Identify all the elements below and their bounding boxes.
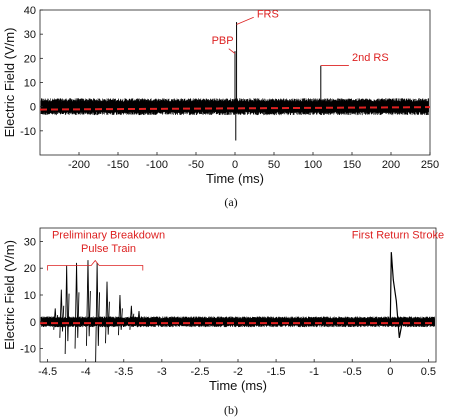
x-tick-label: -3.5 — [114, 366, 133, 378]
y-tick-label: 30 — [24, 29, 36, 41]
x-tick-label: 0 — [232, 159, 238, 171]
pulse-train-bracket — [47, 259, 144, 271]
pulse-9 — [137, 311, 142, 328]
y-tick-label: 10 — [24, 290, 36, 302]
y-tick-label: 0 — [30, 102, 36, 114]
y-axis-label: Electric Field (V/m) — [2, 28, 17, 138]
signal-trace — [40, 252, 435, 363]
annotation-label: FRS — [257, 8, 279, 20]
y-axis-label: Electric Field (V/m) — [2, 240, 17, 350]
figure-caption: (b) — [224, 403, 238, 417]
signal-trace — [40, 22, 429, 141]
y-tick-label: 0 — [30, 317, 36, 329]
annotation-label: PBP — [212, 35, 234, 47]
annotation-arrow — [236, 16, 254, 25]
annotation-label: Preliminary Breakdown — [52, 230, 165, 242]
pulse-3 — [74, 262, 80, 349]
x-tick-label: -50 — [188, 159, 204, 171]
chart-panel-a: -200 -150 -100 -50 0 50 100 150 200 250-100102030… — [2, 5, 439, 209]
x-tick-label: -3 — [157, 366, 167, 378]
x-tick-label: 100 — [304, 159, 322, 171]
y-tick-label: -10 — [20, 344, 36, 356]
return-stroke — [389, 252, 403, 338]
x-tick-label: -100 — [146, 159, 168, 171]
pulse-5 — [95, 262, 100, 363]
x-axis-label: Time (ms) — [209, 378, 267, 393]
pulse-8 — [129, 305, 135, 330]
pulse-2 — [64, 265, 70, 354]
x-tick-label: 50 — [268, 159, 280, 171]
annotation-label: 2nd RS — [352, 52, 389, 64]
chart-panel-b: -4.5 -4 -3.5 -3 -2.5 -2 -1.5 -1 -0.5 0 0.5 -10 0 10 20… — [2, 227, 444, 417]
x-tick-label: -1.5 — [267, 366, 286, 378]
pulse-6 — [105, 281, 110, 344]
x-tick-label: -200 — [68, 159, 90, 171]
pulse-1 — [59, 289, 65, 338]
figure-caption: (a) — [224, 195, 237, 209]
pulse-4 — [86, 260, 91, 346]
x-tick-label: 200 — [382, 159, 400, 171]
x-tick-label: 0.5 — [421, 366, 436, 378]
y-tick-label: 40 — [24, 5, 36, 17]
annotation-label: Pulse Train — [81, 243, 136, 255]
y-tick-label: -10 — [20, 126, 36, 138]
y-tick-label: 20 — [24, 263, 36, 275]
x-tick-label: -2.5 — [190, 366, 209, 378]
mean-dashed-line — [39, 106, 431, 111]
x-axis-label: Time (ms) — [206, 171, 264, 186]
x-tick-label: -1 — [309, 366, 319, 378]
pulse-0 — [53, 308, 59, 330]
x-tick-label: -4.5 — [38, 366, 57, 378]
y-tick-label: 30 — [24, 236, 36, 248]
x-tick-label: 150 — [343, 159, 361, 171]
annotation-label: First Return Stroke — [352, 230, 444, 242]
pulse-7 — [118, 294, 123, 336]
annotation-arrow — [228, 48, 236, 54]
x-tick-label: -4 — [81, 366, 91, 378]
x-tick-label: -0.5 — [343, 366, 362, 378]
y-tick-label: 20 — [24, 53, 36, 65]
noise-band — [40, 316, 435, 328]
x-tick-label: 250 — [421, 159, 439, 171]
x-tick-label: -150 — [107, 159, 129, 171]
x-tick-label: -2 — [233, 366, 243, 378]
y-tick-label: 10 — [24, 78, 36, 90]
x-tick-label: 0 — [387, 366, 393, 378]
